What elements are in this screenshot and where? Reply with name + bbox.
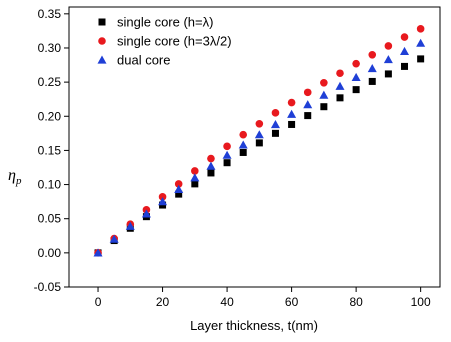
data-point-circle: [336, 69, 344, 78]
data-point-triangle: [287, 109, 297, 118]
legend-marker-triangle: [97, 55, 107, 64]
data-point-square: [352, 86, 360, 94]
y-tick-label: 0.35: [38, 7, 62, 21]
data-point-square: [239, 148, 247, 156]
y-tick-label: 0.30: [38, 41, 62, 55]
data-point-square: [223, 159, 231, 167]
legend-item: single core (h=λ): [98, 15, 213, 30]
legend-marker-square: [98, 18, 106, 26]
data-point-square: [207, 169, 215, 177]
legend-item: single core (h=3λ/2): [98, 34, 232, 49]
data-point-triangle: [303, 100, 313, 109]
data-point-triangle: [125, 221, 135, 230]
data-point-triangle: [335, 81, 345, 90]
x-tick-label: 100: [411, 295, 431, 309]
data-point-circle: [255, 119, 264, 128]
data-point-triangle: [254, 130, 264, 139]
data-point-square: [191, 180, 199, 188]
data-point-triangle: [222, 150, 232, 159]
y-tick-label: -0.05: [34, 280, 62, 294]
data-point-circle: [287, 98, 296, 107]
data-point-square: [255, 139, 263, 147]
data-point-circle: [320, 79, 328, 87]
data-point-triangle: [158, 197, 168, 206]
data-point-triangle: [238, 140, 248, 149]
legend-marker-circle: [98, 37, 106, 45]
data-point-circle: [223, 142, 231, 151]
data-point-triangle: [400, 46, 410, 55]
data-point-square: [368, 77, 376, 85]
y-axis-label: ηp: [8, 167, 22, 187]
y-tick-label: 0.00: [38, 246, 62, 260]
data-point-circle: [158, 193, 167, 201]
data-point-circle: [352, 59, 360, 68]
data-point-square: [288, 120, 296, 128]
data-point-square: [175, 190, 183, 198]
data-point-circle: [384, 42, 393, 50]
x-tick-label: 60: [285, 295, 299, 309]
y-tick-label: 0.25: [38, 75, 62, 89]
data-point-circle: [368, 51, 377, 59]
data-point-triangle: [93, 248, 103, 257]
y-tick-label: 0.15: [38, 143, 62, 157]
data-point-triangle: [174, 184, 184, 193]
data-point-circle: [174, 180, 183, 188]
legend-item: dual core: [97, 53, 170, 68]
data-points: [93, 25, 426, 257]
legend-label: single core (h=3λ/2): [117, 34, 232, 49]
data-point-square: [401, 62, 409, 70]
data-point-circle: [191, 167, 199, 175]
axis-ticks: 0 20 40 60 80 100 -0.05 0.00 0.05 0.10 0.15 0.20 0.2…: [34, 7, 431, 309]
x-tick-label: 20: [156, 295, 170, 309]
y-tick-label: 0.10: [38, 178, 62, 192]
legend-label: single core (h=λ): [117, 15, 213, 30]
x-tick-label: 0: [95, 295, 102, 309]
x-axis-label: Layer thickness, t(nm): [190, 318, 318, 333]
data-point-triangle: [190, 173, 200, 182]
plot-frame: [68, 6, 441, 288]
legend-label: dual core: [117, 53, 170, 68]
data-point-triangle: [109, 234, 119, 243]
series-triangle: [93, 38, 426, 257]
data-point-square: [336, 94, 344, 102]
data-point-square: [304, 112, 312, 120]
data-point-square: [417, 55, 425, 63]
data-point-circle: [416, 25, 425, 33]
data-point-circle: [239, 130, 248, 139]
data-point-triangle: [319, 90, 329, 99]
x-tick-label: 80: [349, 295, 363, 309]
data-point-triangle: [383, 55, 393, 64]
data-point-circle: [400, 33, 409, 41]
legend: single core (h=λ) single core (h=3λ/2) dua…: [97, 15, 232, 68]
y-tick-label: 0.20: [38, 109, 62, 123]
x-tick-label: 40: [220, 295, 234, 309]
data-point-triangle: [270, 119, 280, 129]
y-axis-label-subscript: p: [15, 175, 22, 187]
data-point-circle: [207, 154, 215, 163]
data-point-triangle: [351, 72, 361, 81]
y-tick-label: 0.05: [38, 212, 62, 226]
series-square: [94, 55, 425, 257]
data-point-circle: [303, 88, 312, 97]
data-point-square: [271, 129, 279, 137]
data-point-triangle: [416, 38, 426, 47]
data-point-circle: [271, 109, 280, 117]
data-point-triangle: [141, 209, 151, 218]
data-point-square: [384, 70, 392, 78]
data-point-triangle: [206, 161, 216, 170]
y-axis-label-main: η: [8, 167, 16, 184]
data-point-triangle: [367, 63, 377, 73]
data-point-square: [320, 103, 328, 111]
